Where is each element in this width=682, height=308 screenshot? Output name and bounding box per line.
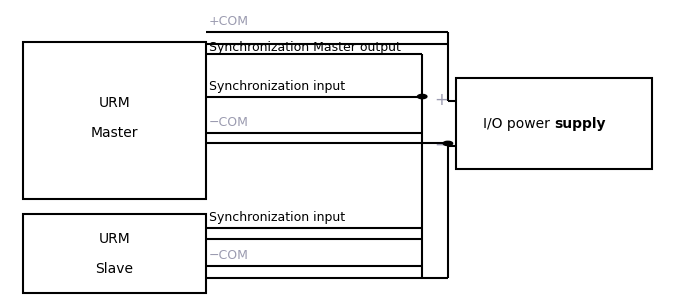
Text: Master: Master: [91, 126, 138, 140]
Text: +COM: +COM: [209, 14, 249, 28]
Circle shape: [417, 95, 427, 99]
Text: URM: URM: [98, 95, 130, 110]
Bar: [23, 214, 206, 293]
Text: URM: URM: [98, 232, 130, 246]
Text: supply: supply: [554, 117, 606, 131]
Circle shape: [443, 141, 453, 146]
Bar: [23, 42, 206, 199]
Text: +: +: [434, 91, 448, 108]
Text: Slave: Slave: [95, 262, 134, 276]
Text: −COM: −COM: [209, 249, 249, 262]
Text: −: −: [434, 136, 448, 154]
Text: −COM: −COM: [209, 116, 249, 129]
Text: Synchronization input: Synchronization input: [209, 79, 345, 93]
Text: Synchronization input: Synchronization input: [209, 211, 345, 224]
Text: Synchronization Master output: Synchronization Master output: [209, 41, 401, 54]
Text: I/O power: I/O power: [483, 117, 554, 131]
Bar: [456, 79, 652, 169]
